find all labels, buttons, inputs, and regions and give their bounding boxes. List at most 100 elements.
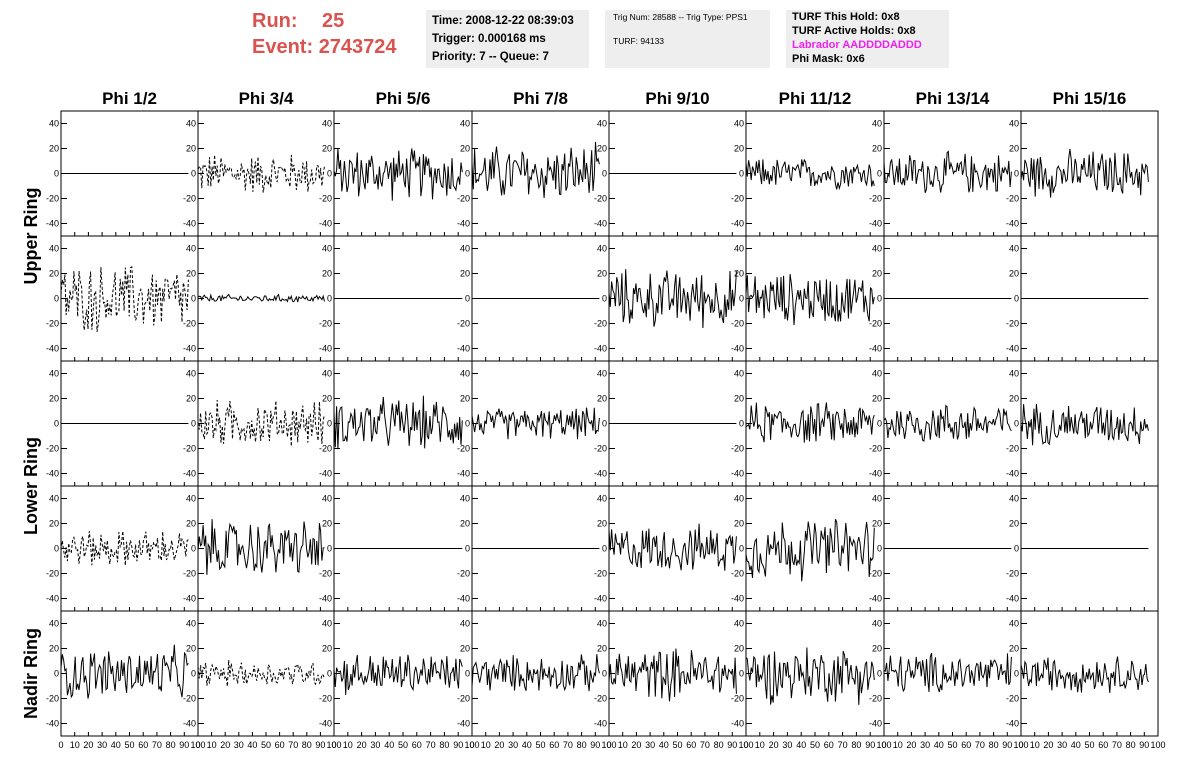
y-tick-label: -40 (46, 219, 59, 229)
y-tick-label: 40 (734, 369, 744, 379)
y-tick-label: 40 (734, 494, 744, 504)
y-tick-label: 0 (877, 669, 882, 679)
y-tick-label: 0 (54, 544, 59, 554)
panel-frame (60, 235, 199, 362)
x-tick-label: 40 (384, 740, 394, 750)
x-tick-label: 20 (357, 740, 367, 750)
y-tick-label: 40 (597, 369, 607, 379)
y-tick-label: 0 (877, 294, 882, 304)
y-tick-label: -20 (731, 444, 744, 454)
y-tick-label: -20 (457, 444, 470, 454)
y-tick-label: 20 (322, 519, 332, 529)
y-tick-label: 20 (734, 519, 744, 529)
x-tick-label: 100 (190, 740, 205, 750)
x-tick-label: 0 (743, 740, 748, 750)
x-tick-label: 90 (453, 740, 463, 750)
x-tick-label: 80 (577, 740, 587, 750)
x-tick-label: 10 (618, 740, 628, 750)
waveform-trace (745, 274, 875, 326)
x-tick-label: 100 (1013, 740, 1028, 750)
panel-frame (471, 110, 610, 237)
y-tick-label: 0 (739, 294, 744, 304)
waveform-trace (60, 531, 189, 566)
y-tick-label: -40 (869, 594, 882, 604)
waveform-trace (745, 158, 875, 191)
y-tick-label: -40 (457, 344, 470, 354)
y-tick-label: 20 (460, 269, 470, 279)
y-tick-label: -40 (46, 594, 59, 604)
y-tick-label: 0 (465, 544, 470, 554)
y-tick-label: 0 (54, 419, 59, 429)
x-tick-label: 10 (207, 740, 217, 750)
x-tick-label: 50 (1084, 740, 1094, 750)
column-title: Phi 11/12 (779, 89, 852, 108)
x-tick-label: 20 (1043, 740, 1053, 750)
y-tick-label: 40 (186, 369, 196, 379)
event-value: 2743724 (318, 36, 397, 58)
y-tick-label: 20 (322, 394, 332, 404)
x-tick-label: 30 (97, 740, 107, 750)
y-tick-label: 0 (739, 669, 744, 679)
x-tick-label: 40 (934, 740, 944, 750)
y-tick-label: 40 (186, 494, 196, 504)
y-tick-label: 20 (597, 269, 607, 279)
y-tick-label: 0 (191, 669, 196, 679)
row-group-label: Lower Ring (21, 437, 41, 535)
y-tick-label: -20 (869, 194, 882, 204)
x-tick-label: 100 (738, 740, 753, 750)
x-tick-label: 70 (1112, 740, 1122, 750)
y-tick-label: -40 (869, 719, 882, 729)
y-tick-label: -40 (594, 219, 607, 229)
x-tick-label: 10 (343, 740, 353, 750)
y-tick-label: 40 (322, 494, 332, 504)
y-tick-label: 20 (872, 144, 882, 154)
y-tick-label: 20 (872, 394, 882, 404)
waveform-trace (197, 154, 325, 193)
waveform-trace (608, 648, 737, 702)
column-title: Phi 13/14 (916, 89, 990, 108)
y-tick-label: 0 (877, 419, 882, 429)
y-tick-label: -20 (1006, 444, 1019, 454)
panel-frame (883, 110, 1022, 237)
y-tick-label: -20 (46, 194, 59, 204)
y-tick-label: 40 (322, 619, 332, 629)
y-tick-label: -20 (1006, 694, 1019, 704)
y-tick-label: 40 (460, 369, 470, 379)
phi-mask-text: Phi Mask: 0x6 (792, 53, 865, 65)
y-tick-label: 20 (460, 394, 470, 404)
x-tick-label: 100 (876, 740, 891, 750)
x-tick-label: 90 (1002, 740, 1012, 750)
x-tick-label: 70 (152, 740, 162, 750)
y-tick-label: -40 (731, 219, 744, 229)
x-tick-label: 50 (947, 740, 957, 750)
trigger-text: Trigger: 0.000168 ms (432, 33, 546, 45)
y-tick-label: 0 (1014, 669, 1019, 679)
y-tick-label: -40 (319, 719, 332, 729)
x-tick-label: 80 (989, 740, 999, 750)
y-tick-label: 40 (49, 119, 59, 129)
waveform-trace (197, 519, 325, 575)
y-tick-label: -40 (457, 719, 470, 729)
y-tick-label: -40 (46, 344, 59, 354)
y-tick-label: 40 (186, 119, 196, 129)
y-tick-label: -20 (457, 569, 470, 579)
y-tick-label: -20 (594, 569, 607, 579)
x-tick-label: 40 (796, 740, 806, 750)
waveform-trace (197, 659, 325, 687)
y-tick-label: -20 (594, 694, 607, 704)
y-tick-label: 20 (322, 644, 332, 654)
x-tick-label: 20 (906, 740, 916, 750)
y-tick-label: 40 (322, 119, 332, 129)
x-tick-label: 30 (370, 740, 380, 750)
waveform-trace (883, 150, 1012, 193)
x-tick-label: 70 (563, 740, 573, 750)
y-tick-label: 40 (872, 619, 882, 629)
y-tick-label: 40 (460, 494, 470, 504)
y-tick-label: 20 (872, 269, 882, 279)
y-tick-label: -40 (594, 719, 607, 729)
y-tick-label: 20 (322, 269, 332, 279)
y-tick-label: -20 (457, 194, 470, 204)
y-tick-label: 40 (1009, 619, 1019, 629)
y-tick-label: -40 (183, 594, 196, 604)
x-tick-label: 20 (631, 740, 641, 750)
